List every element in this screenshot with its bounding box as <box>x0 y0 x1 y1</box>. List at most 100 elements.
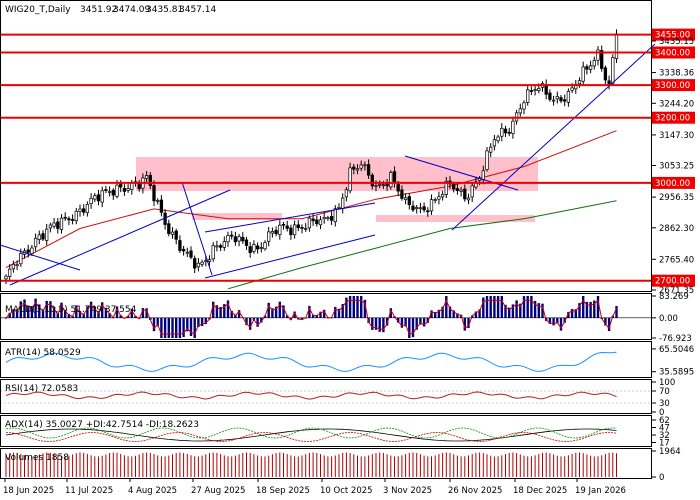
macd-bar <box>104 307 108 318</box>
candle-body <box>156 200 160 202</box>
macd-bar <box>141 308 145 318</box>
candle-body <box>366 164 371 176</box>
candle-body <box>400 189 404 199</box>
macd-bar <box>363 299 367 318</box>
candle-body <box>159 199 164 213</box>
macd-bar <box>212 301 215 318</box>
macd-bar <box>134 315 137 318</box>
candle-body <box>411 205 415 211</box>
candle-body <box>48 224 53 229</box>
macd-bar <box>522 296 526 318</box>
price-level-label: 3300.00 <box>655 81 690 91</box>
y-tick-label: 3147.30 <box>659 131 694 141</box>
candle-body <box>41 233 45 240</box>
candle-body <box>200 261 204 265</box>
candle-body <box>170 231 175 235</box>
candle-body <box>255 245 260 250</box>
macd-bar <box>4 317 8 319</box>
macd-bar <box>93 306 96 318</box>
macd-bar <box>422 317 426 327</box>
macd-bar <box>533 300 537 318</box>
candle-body <box>378 183 382 186</box>
y-tick-label: 47 <box>659 424 670 434</box>
candle-body <box>115 184 119 197</box>
macd-bar <box>19 301 22 318</box>
candle-body <box>37 234 41 240</box>
macd-bar <box>515 300 518 318</box>
candle-body <box>241 237 245 242</box>
macd-bar <box>282 305 285 318</box>
candle-body <box>93 195 97 200</box>
candle-body <box>374 184 378 187</box>
macd-bar <box>89 301 93 318</box>
macd-bar <box>249 317 252 330</box>
macd-bar <box>552 317 555 326</box>
y-tick-label: 2862.30 <box>659 224 694 234</box>
candle-body <box>289 227 293 235</box>
y-tick-label: 2956.35 <box>659 193 694 203</box>
candle-body <box>178 240 182 251</box>
candle-body <box>341 197 345 209</box>
candle-body <box>4 275 8 280</box>
candle-body <box>292 224 297 236</box>
candle-body <box>548 92 552 100</box>
rsi-panel-frame <box>0 379 652 414</box>
macd-bar <box>78 311 82 318</box>
candle-body <box>551 99 556 102</box>
x-tick-label: 3 Nov 2025 <box>383 486 432 496</box>
macd-bar <box>130 308 133 318</box>
candle-body <box>611 57 615 84</box>
y-tick-label: 0.00 <box>659 314 678 324</box>
candle-body <box>137 182 141 190</box>
candle-body <box>526 89 530 103</box>
candle-body <box>270 231 275 234</box>
candle-body <box>70 219 75 221</box>
candle-body <box>389 172 393 188</box>
candle-body <box>74 210 78 222</box>
y-tick-label: 32 <box>659 431 670 441</box>
candle-body <box>403 197 408 200</box>
macd-bar <box>38 304 41 318</box>
macd-panel-frame <box>0 293 652 340</box>
candle-body <box>537 88 541 91</box>
atr-panel-frame <box>0 341 652 378</box>
trendline <box>451 43 656 231</box>
x-tick-label: 11 Jul 2025 <box>65 486 113 496</box>
y-tick-label: 2765.40 <box>659 255 694 265</box>
candle-body <box>359 164 363 169</box>
macd-bar <box>175 317 178 338</box>
candle-body <box>329 216 334 221</box>
price-level-tag <box>652 28 695 41</box>
candle-body <box>559 97 563 102</box>
macd-bar <box>352 296 355 318</box>
candle-body <box>281 223 286 226</box>
candle-body <box>263 242 267 250</box>
macd-bar <box>397 317 400 323</box>
macd-panel-title: MACD(3,10,5) 51.749 37.554 <box>5 305 137 315</box>
macd-bar <box>356 296 359 318</box>
candle-body <box>63 216 67 219</box>
x-tick-label: 4 Aug 2025 <box>128 486 177 496</box>
adx-line <box>5 428 617 442</box>
candle-body <box>82 208 86 213</box>
candle-body <box>52 222 56 227</box>
candle-body <box>267 231 271 242</box>
macd-bar <box>419 317 422 325</box>
macd-bar <box>578 303 581 318</box>
candle-body <box>218 245 223 248</box>
price-level-tag <box>652 79 695 92</box>
macd-bar <box>30 306 34 318</box>
macd-bar <box>445 296 448 318</box>
candle-body <box>500 127 504 137</box>
macd-bar <box>456 313 459 318</box>
candle-body <box>522 102 526 110</box>
y-tick-label: 3053.25 <box>659 162 694 172</box>
macd-bar <box>300 317 304 320</box>
candle-body <box>381 184 386 187</box>
macd-bar <box>334 306 337 318</box>
macd-bar <box>563 317 566 323</box>
macd-bar <box>474 311 478 318</box>
candle-body <box>85 204 90 214</box>
